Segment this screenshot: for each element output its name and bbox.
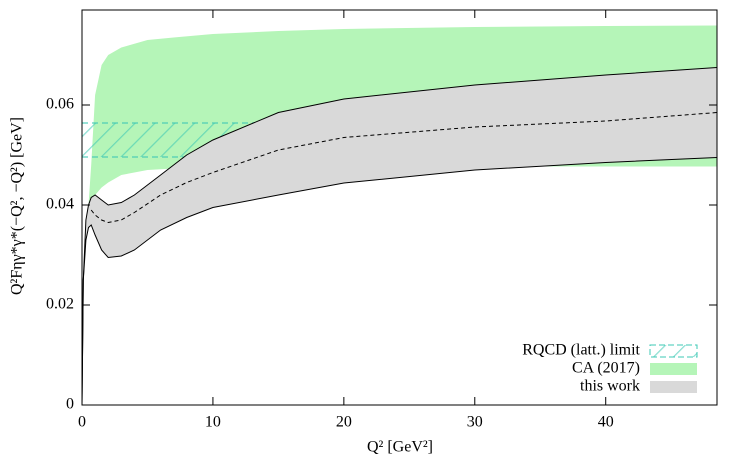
y-tick-label: 0.04 — [46, 196, 74, 213]
legend-swatch — [650, 381, 697, 393]
x-tick-label: 20 — [336, 414, 352, 431]
x-tick-label: 40 — [598, 414, 614, 431]
y-tick-label: 0.02 — [46, 296, 74, 313]
y-tick-label: 0.06 — [46, 96, 74, 113]
x-axis-label: Q² [GeV²] — [367, 439, 433, 456]
band — [82, 67, 717, 405]
x-tick-label: 0 — [78, 414, 86, 431]
legend-swatch — [650, 363, 697, 375]
legend-label: RQCD (latt.) limit — [522, 342, 640, 359]
y-tick-label: 0 — [66, 396, 74, 413]
x-tick-label: 30 — [467, 414, 483, 431]
band-edge — [81, 157, 718, 406]
line — [90, 112, 718, 224]
band-edge — [81, 67, 718, 406]
legend-swatch — [649, 344, 698, 358]
legend-label: this work — [580, 378, 640, 395]
x-tick-label: 10 — [205, 414, 221, 431]
plot-frame — [81, 9, 718, 406]
y-axis-label: Q²Fηγ*γ*(−Q², −Q²) [GeV] — [9, 117, 26, 295]
legend-label: CA (2017) — [572, 360, 640, 377]
